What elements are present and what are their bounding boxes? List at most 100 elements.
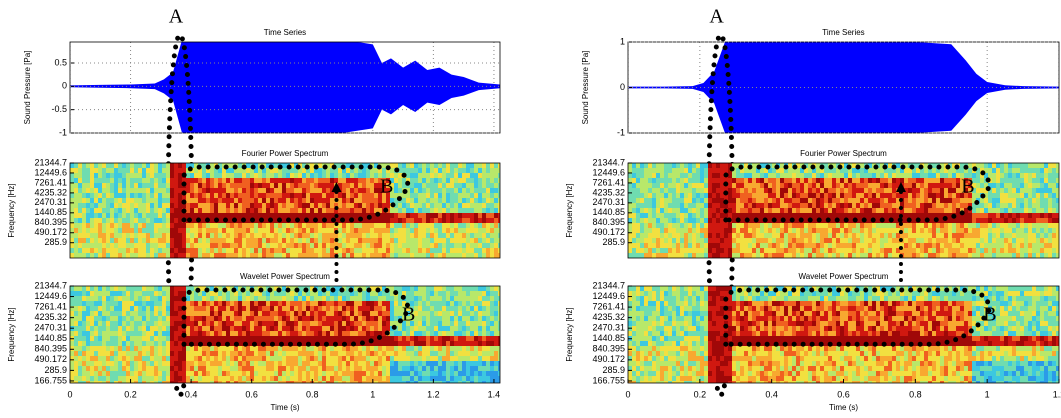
spectrogram-cell [410, 198, 414, 203]
spectrogram-cell [744, 173, 748, 178]
spectrogram-cell [318, 351, 322, 356]
spectrogram-cell [302, 381, 306, 386]
spectrogram-cell [330, 208, 334, 213]
spectrogram-cell [708, 228, 712, 233]
spectrogram-cell [114, 188, 118, 193]
spectrogram-cell [418, 381, 422, 386]
spectrogram-cell [110, 198, 114, 203]
spectrogram-cell [470, 208, 474, 213]
spectrogram-cell [382, 306, 386, 311]
spectrogram-cell [258, 238, 262, 243]
spectrogram-cell [406, 218, 410, 223]
spectrogram-cell [254, 243, 258, 248]
spectrogram-cell [350, 316, 354, 321]
spectrogram-cell [334, 321, 338, 326]
spectrogram-cell [202, 311, 206, 316]
spectrogram-cell [760, 248, 764, 253]
spectrogram-cell [362, 306, 366, 311]
spectrogram-cell [318, 301, 322, 306]
spectrogram-cell [302, 336, 306, 341]
spectrogram-cell [470, 291, 474, 296]
spectrogram-cell [246, 321, 250, 326]
spectrogram-cell [652, 253, 656, 258]
spectrogram-cell [218, 376, 222, 381]
spectrogram-cell [298, 243, 302, 248]
spectrogram-cell [756, 243, 760, 248]
spectrogram-cell [202, 296, 206, 301]
spectrogram-cell [390, 198, 394, 203]
spectrogram-cell [644, 208, 648, 213]
spectrogram-cell [94, 326, 98, 331]
spectrogram-cell [138, 311, 142, 316]
spectrogram-cell [206, 336, 210, 341]
spectrogram-cell [294, 321, 298, 326]
spectrogram-cell [146, 351, 150, 356]
spectrogram-cell [366, 351, 370, 356]
spectrogram-cell [760, 178, 764, 183]
spectrogram-cell [122, 306, 126, 311]
spectrogram-cell [202, 381, 206, 386]
spectrogram-cell [414, 326, 418, 331]
spectrogram-cell [442, 253, 446, 258]
spectrogram-cell [110, 213, 114, 218]
spectrogram-cell [194, 311, 198, 316]
spectrogram-cell [406, 228, 410, 233]
spectrogram-cell [166, 301, 170, 306]
spectrogram-cell [150, 301, 154, 306]
spectrogram-cell [218, 233, 222, 238]
spectrogram-cell [676, 248, 680, 253]
spectrogram-cell [430, 306, 434, 311]
spectrogram-cell [446, 301, 450, 306]
spectrogram-cell [466, 208, 470, 213]
spectrogram-cell [434, 351, 438, 356]
spectrogram-cell [406, 381, 410, 386]
spectrogram-cell [644, 203, 648, 208]
spectrogram-cell [110, 331, 114, 336]
spectrogram-cell [322, 203, 326, 208]
spectrogram-cell [692, 208, 696, 213]
spectrogram-cell [238, 183, 242, 188]
spectrogram-cell [652, 213, 656, 218]
spectrogram-cell [410, 248, 414, 253]
spectrogram-cell [78, 306, 82, 311]
spectrogram-cell [226, 183, 230, 188]
spectrogram-cell [382, 243, 386, 248]
spectrogram-cell [318, 193, 322, 198]
spectrogram-cell [266, 183, 270, 188]
spectrogram-cell [366, 326, 370, 331]
spectrogram-cell [266, 321, 270, 326]
spectrogram-cell [258, 301, 262, 306]
spectrogram-cell [740, 193, 744, 198]
spectrogram-cell [194, 253, 198, 258]
spectrogram-cell [78, 233, 82, 238]
spectrogram-cell [278, 238, 282, 243]
spectrogram-cell [274, 331, 278, 336]
spectrogram-cell [716, 223, 720, 228]
y-tick-label: 0.5 [54, 57, 67, 67]
spectrogram-cell [470, 228, 474, 233]
spectrogram-cell [736, 253, 740, 258]
spectrogram-cell [680, 188, 684, 193]
spectrogram-cell [222, 311, 226, 316]
spectrogram-cell [378, 376, 382, 381]
spectrogram-cell [644, 198, 648, 203]
spectrogram-cell [712, 223, 716, 228]
spectrogram-cell [346, 351, 350, 356]
spectrogram-cell [656, 228, 660, 233]
spectrogram-cell [386, 301, 390, 306]
spectrogram-cell [454, 366, 458, 371]
spectrogram-cell [466, 178, 470, 183]
spectrogram-cell [194, 178, 198, 183]
spectrogram-cell [222, 356, 226, 361]
spectrogram-cell [438, 193, 442, 198]
spectrogram-cell [86, 208, 90, 213]
spectrogram-cell [306, 366, 310, 371]
spectrogram-cell [98, 253, 102, 258]
spectrogram-cell [106, 228, 110, 233]
spectrogram-cell [306, 223, 310, 228]
spectrogram-cell [482, 286, 486, 291]
spectrogram-cell [704, 193, 708, 198]
spectrogram-cell [716, 228, 720, 233]
spectrogram-cell [274, 326, 278, 331]
spectrogram-cell [676, 178, 680, 183]
